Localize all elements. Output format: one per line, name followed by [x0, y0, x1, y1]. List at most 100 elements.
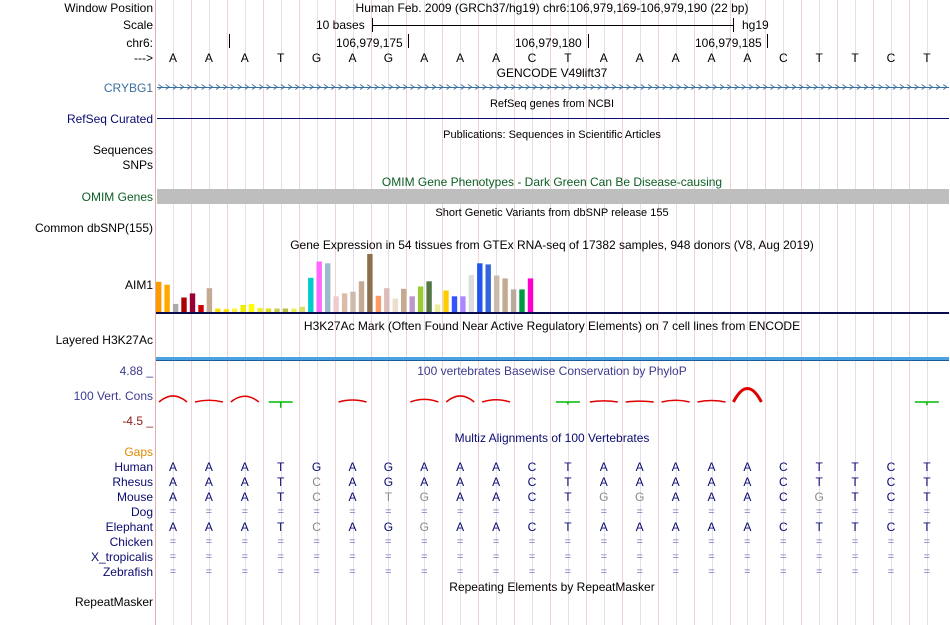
publications-title[interactable]: Publications: Sequences in Scientific Ar… — [443, 129, 661, 141]
gtex-tissue-bar[interactable] — [392, 298, 398, 312]
vert-cons-label[interactable]: 100 Vert. Cons — [73, 389, 153, 403]
gtex-tissue-bar[interactable] — [274, 308, 280, 313]
aligned-base: A — [204, 490, 213, 504]
gtex-tissue-bar[interactable] — [477, 263, 483, 312]
species-label[interactable]: Zebrafish — [102, 565, 153, 579]
gtex-tissue-bar[interactable] — [527, 278, 534, 312]
gtex-tissue-bar[interactable] — [468, 274, 474, 312]
gtex-title[interactable]: Gene Expression in 54 tissues from GTEx … — [290, 238, 814, 252]
omim-label[interactable]: OMIM Genes — [81, 190, 153, 204]
multiz-title[interactable]: Multiz Alignments of 100 Vertebrates — [454, 431, 650, 445]
phylop-accelerated-mark[interactable] — [555, 401, 580, 405]
gtex-tissue-bar[interactable] — [417, 286, 424, 313]
gtex-tissue-bar[interactable] — [206, 288, 213, 312]
gtex-tissue-bar[interactable] — [494, 275, 500, 313]
gtex-tissue-bar[interactable] — [282, 308, 289, 313]
gtex-tissue-bar[interactable] — [519, 289, 525, 312]
species-label[interactable]: Rhesus — [112, 475, 153, 489]
aligned-base: = — [205, 551, 213, 563]
dbsnp-label[interactable]: Common dbSNP(155) — [34, 221, 153, 235]
gtex-tissue-bar[interactable] — [265, 308, 272, 313]
species-label[interactable]: Human — [114, 460, 153, 474]
gtex-tissue-bar[interactable] — [257, 307, 263, 312]
gtex-tissue-bar[interactable] — [172, 303, 179, 312]
refseq-title[interactable]: RefSeq genes from NCBI — [489, 98, 615, 110]
reference-base: A — [492, 51, 501, 65]
gtex-tissue-bar[interactable] — [223, 309, 229, 312]
aim1-label[interactable]: AIM1 — [124, 278, 153, 292]
gtex-tissue-bar[interactable] — [215, 308, 221, 313]
gtex-tissue-bar[interactable] — [333, 296, 339, 312]
sequences-label[interactable]: Sequences — [92, 143, 153, 157]
reference-base: A — [168, 51, 177, 65]
phylop-conserved-mark[interactable] — [481, 398, 511, 403]
phylop-conserved-mark[interactable] — [194, 399, 224, 403]
refseq-label[interactable]: RefSeq Curated — [66, 112, 153, 126]
omim-gene-bar[interactable] — [157, 189, 949, 204]
phylop-conserved-mark[interactable] — [338, 399, 367, 403]
h3k27ac-title[interactable]: H3K27Ac Mark (Often Found Near Active Re… — [303, 319, 801, 333]
h3k27ac-label[interactable]: Layered H3K27Ac — [55, 333, 153, 347]
phylop-conserved-mark[interactable] — [589, 400, 618, 403]
gtex-tissue-bar[interactable] — [341, 293, 348, 312]
phylop-conserved-mark[interactable] — [661, 399, 690, 403]
refseq-gene-line[interactable] — [157, 118, 949, 119]
gtex-tissue-bar[interactable] — [181, 297, 187, 313]
gtex-expression-chart[interactable] — [156, 252, 536, 314]
aligned-base: A — [240, 520, 249, 534]
phylop-title[interactable]: 100 vertebrates Basewise Conservation by… — [417, 364, 687, 378]
gtex-tissue-bar[interactable] — [460, 296, 466, 312]
gtex-tissue-bar[interactable] — [164, 284, 170, 312]
gtex-tissue-bar[interactable] — [401, 288, 407, 312]
phylop-conserved-mark[interactable] — [410, 398, 439, 403]
snps-label[interactable]: SNPs — [122, 158, 153, 172]
gtex-tissue-bar[interactable] — [367, 254, 373, 312]
omim-title[interactable]: OMIM Gene Phenotypes - Dark Green Can Be… — [381, 175, 723, 189]
repeatmasker-title[interactable]: Repeating Elements by RepeatMasker — [449, 580, 655, 594]
phylop-conserved-mark[interactable] — [158, 395, 188, 403]
gencode-title[interactable]: GENCODE V49lift37 — [496, 66, 608, 80]
phylop-conserved-mark[interactable] — [697, 399, 726, 403]
phylop-conserved-mark[interactable] — [445, 395, 475, 403]
species-label[interactable]: Chicken — [109, 535, 153, 549]
phylop-conserved-mark[interactable] — [732, 387, 763, 403]
gtex-tissue-bar[interactable] — [451, 296, 458, 312]
phylop-conserved-mark[interactable] — [230, 395, 260, 403]
gtex-tissue-bar[interactable] — [384, 288, 390, 312]
gtex-tissue-bar[interactable] — [308, 277, 314, 312]
gtex-tissue-bar[interactable] — [409, 296, 415, 312]
gaps-label[interactable]: Gaps — [124, 445, 153, 459]
gtex-tissue-bar[interactable] — [316, 261, 322, 313]
crybg1-label[interactable]: CRYBG1 — [103, 81, 153, 95]
gtex-tissue-bar[interactable] — [375, 295, 382, 312]
gtex-tissue-bar[interactable] — [299, 306, 305, 312]
gtex-tissue-bar[interactable] — [248, 303, 255, 312]
aligned-base: = — [421, 551, 428, 563]
gtex-tissue-bar[interactable] — [350, 291, 356, 312]
gtex-tissue-bar[interactable] — [156, 281, 162, 312]
species-label[interactable]: X_tropicalis — [90, 550, 153, 564]
gtex-tissue-bar[interactable] — [325, 263, 331, 312]
gtex-tissue-bar[interactable] — [198, 305, 204, 312]
gtex-tissue-bar[interactable] — [485, 264, 491, 312]
gtex-tissue-bar[interactable] — [434, 304, 441, 313]
phylop-accelerated-mark[interactable] — [268, 401, 293, 408]
repeatmasker-label[interactable]: RepeatMasker — [74, 595, 153, 609]
gtex-tissue-bar[interactable] — [426, 281, 432, 312]
species-label[interactable]: Elephant — [105, 520, 153, 534]
gtex-tissue-bar[interactable] — [232, 308, 238, 313]
gtex-tissue-bar[interactable] — [443, 290, 449, 313]
gtex-tissue-bar[interactable] — [502, 278, 508, 312]
gtex-tissue-bar[interactable] — [291, 308, 297, 313]
gtex-tissue-bar[interactable] — [189, 293, 196, 312]
phylop-accelerated-mark[interactable] — [914, 401, 939, 406]
gtex-tissue-bar[interactable] — [358, 281, 365, 312]
species-label[interactable]: Dog — [130, 505, 153, 519]
h3k27ac-signal[interactable] — [156, 357, 949, 360]
dbsnp-title[interactable]: Short Genetic Variants from dbSNP releas… — [435, 207, 669, 219]
phylop-conserved-mark[interactable] — [625, 400, 654, 403]
phylop-chart[interactable] — [156, 380, 949, 420]
gtex-tissue-bar[interactable] — [240, 305, 246, 312]
gtex-tissue-bar[interactable] — [510, 289, 517, 312]
species-label[interactable]: Mouse — [116, 490, 153, 504]
